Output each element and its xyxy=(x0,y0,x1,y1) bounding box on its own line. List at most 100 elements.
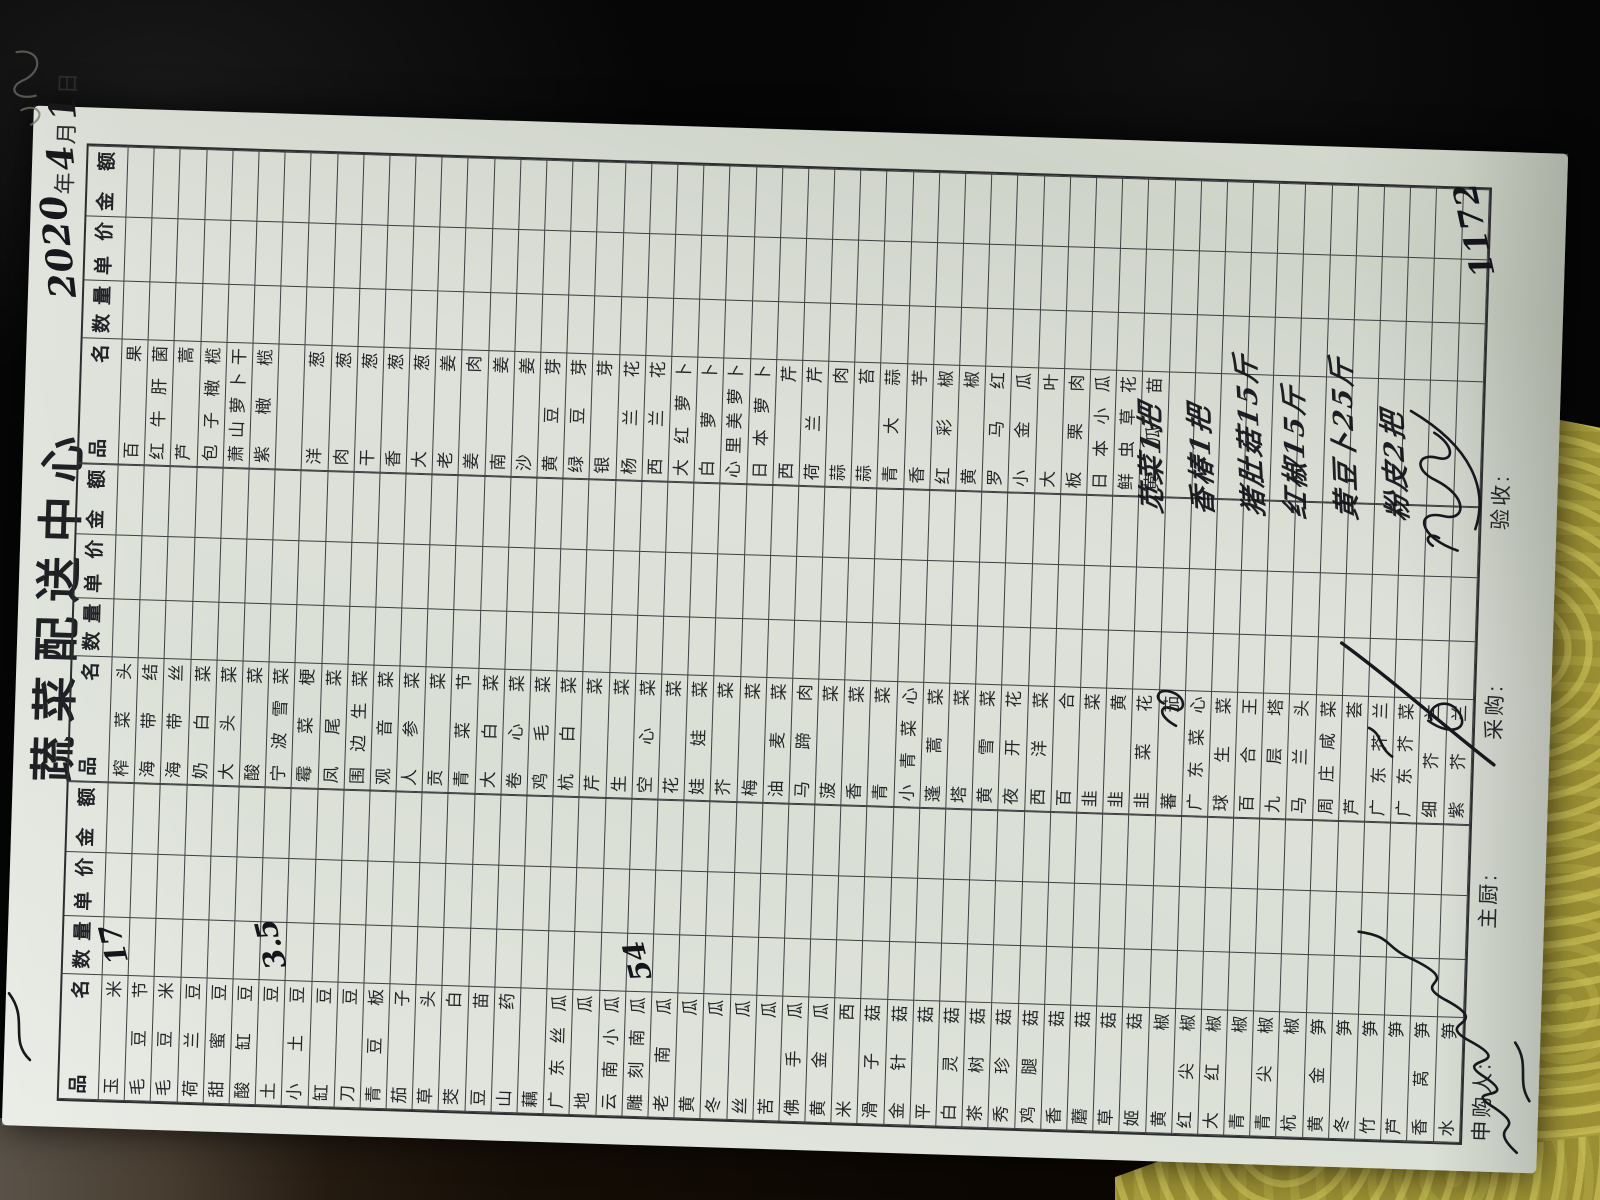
amount-cell xyxy=(545,159,574,231)
price-cell xyxy=(281,221,310,287)
amount-cell xyxy=(420,792,449,863)
amount-cell xyxy=(937,172,967,243)
qty-cell xyxy=(462,291,491,351)
price-cell xyxy=(1135,566,1164,632)
amount-cell xyxy=(106,782,135,854)
amount-cell xyxy=(178,148,208,220)
amount-cell xyxy=(1231,817,1261,889)
handwritten-item-entry: 红椒15斤 xyxy=(1278,380,1313,522)
amount-cell xyxy=(613,480,643,551)
item-name-cell: 贡菜 xyxy=(422,666,453,794)
price-cell xyxy=(104,852,133,918)
price-cell xyxy=(402,543,431,609)
price-cell xyxy=(202,219,232,284)
price-cell xyxy=(726,235,755,301)
price-cell xyxy=(271,539,300,605)
amount-cell xyxy=(639,480,669,552)
item-name-cell: 黄雪菜 xyxy=(972,683,1003,811)
qty-cell xyxy=(164,600,193,659)
qty-cell xyxy=(436,290,465,350)
qty-cell xyxy=(489,292,518,351)
item-name-cell: 银芽 xyxy=(589,353,620,481)
item-name-cell: 广东丝瓜 xyxy=(543,988,574,1115)
item-name-cell: 云南小瓜 xyxy=(596,989,627,1117)
price-cell xyxy=(1187,568,1216,633)
amount-cell xyxy=(891,807,921,878)
price-cell xyxy=(1256,888,1285,954)
item-name-cell: 金针菇 xyxy=(883,998,915,1126)
item-name-cell: 黄椒 xyxy=(1145,1007,1176,1134)
price-cell xyxy=(523,865,552,931)
price-cell xyxy=(1099,883,1128,949)
price-cell xyxy=(470,863,500,929)
price-cell xyxy=(114,534,143,600)
qty-cell xyxy=(871,622,900,682)
item-name-cell: 大红萝卜 xyxy=(668,355,699,483)
item-name-cell: 杭椒 xyxy=(1276,1011,1307,1139)
price-cell xyxy=(700,234,729,300)
amount-cell xyxy=(378,472,407,544)
amount-cell xyxy=(440,156,469,228)
item-name-cell xyxy=(275,343,306,471)
item-name-cell: 红彩椒 xyxy=(930,364,961,491)
amount-cell xyxy=(325,471,355,542)
item-name-cell: 荷兰芹 xyxy=(799,359,830,487)
price-cell xyxy=(444,862,473,928)
qty-cell xyxy=(541,293,570,353)
item-name-cell: 草菇 xyxy=(1093,1005,1124,1133)
qty-cell xyxy=(374,606,403,666)
col-header-amount: 金 额 xyxy=(86,145,129,217)
amount-cell xyxy=(1048,811,1078,883)
price-cell xyxy=(1308,890,1337,955)
price-cell xyxy=(637,550,667,616)
qty-cell xyxy=(1457,322,1486,382)
date-month-handwritten: 4 xyxy=(39,142,84,173)
qty-cell xyxy=(269,603,298,663)
amount-cell xyxy=(649,163,679,234)
qty-cell xyxy=(452,609,481,668)
item-name-cell: 土豆 xyxy=(255,979,286,1106)
item-name-cell: 南姜 xyxy=(485,350,516,477)
amount-cell xyxy=(990,173,1019,245)
qty-cell xyxy=(652,933,681,993)
qty-cell xyxy=(191,600,220,660)
price-cell xyxy=(674,233,703,299)
item-name-cell: 鸡腿菇 xyxy=(1014,1003,1045,1130)
amount-cell xyxy=(1258,818,1287,890)
qty-cell xyxy=(305,286,334,346)
item-name-cell: 人参菜 xyxy=(396,665,427,793)
item-name-cell: 芥菜 xyxy=(710,675,741,803)
amount-cell xyxy=(708,801,737,873)
item-name-cell: 白萝卜 xyxy=(694,356,725,484)
col-header-amount: 金 额 xyxy=(76,463,119,535)
amount-cell xyxy=(152,147,182,219)
amount-cell xyxy=(237,786,266,858)
amount-cell xyxy=(247,468,276,540)
amount-cell xyxy=(718,483,747,555)
price-cell xyxy=(386,224,415,290)
price-cell xyxy=(176,218,205,284)
price-cell xyxy=(621,232,650,298)
amount-cell xyxy=(780,167,810,238)
qty-cell xyxy=(757,936,786,996)
amount-cell xyxy=(875,488,904,560)
price-cell xyxy=(464,227,493,293)
date-year-unit: 年 xyxy=(52,170,78,195)
price-cell xyxy=(140,535,169,601)
qty-cell xyxy=(505,610,534,670)
item-name-cell: 洋葱 xyxy=(301,344,333,472)
amount-cell xyxy=(257,150,286,222)
chef-label: 主厨: xyxy=(1476,871,1502,930)
price-cell xyxy=(611,550,640,615)
item-name-cell: 青菜节 xyxy=(448,667,480,794)
price-cell xyxy=(647,233,677,298)
item-name-cell: 干葱 xyxy=(354,345,385,473)
amount-cell xyxy=(368,790,397,862)
qty-cell xyxy=(1149,949,1178,1008)
qty-cell xyxy=(217,601,246,661)
price-cell xyxy=(899,559,928,624)
price-cell xyxy=(915,877,945,943)
qty-cell xyxy=(767,618,795,678)
price-cell xyxy=(768,555,798,620)
price-cell xyxy=(935,242,965,307)
